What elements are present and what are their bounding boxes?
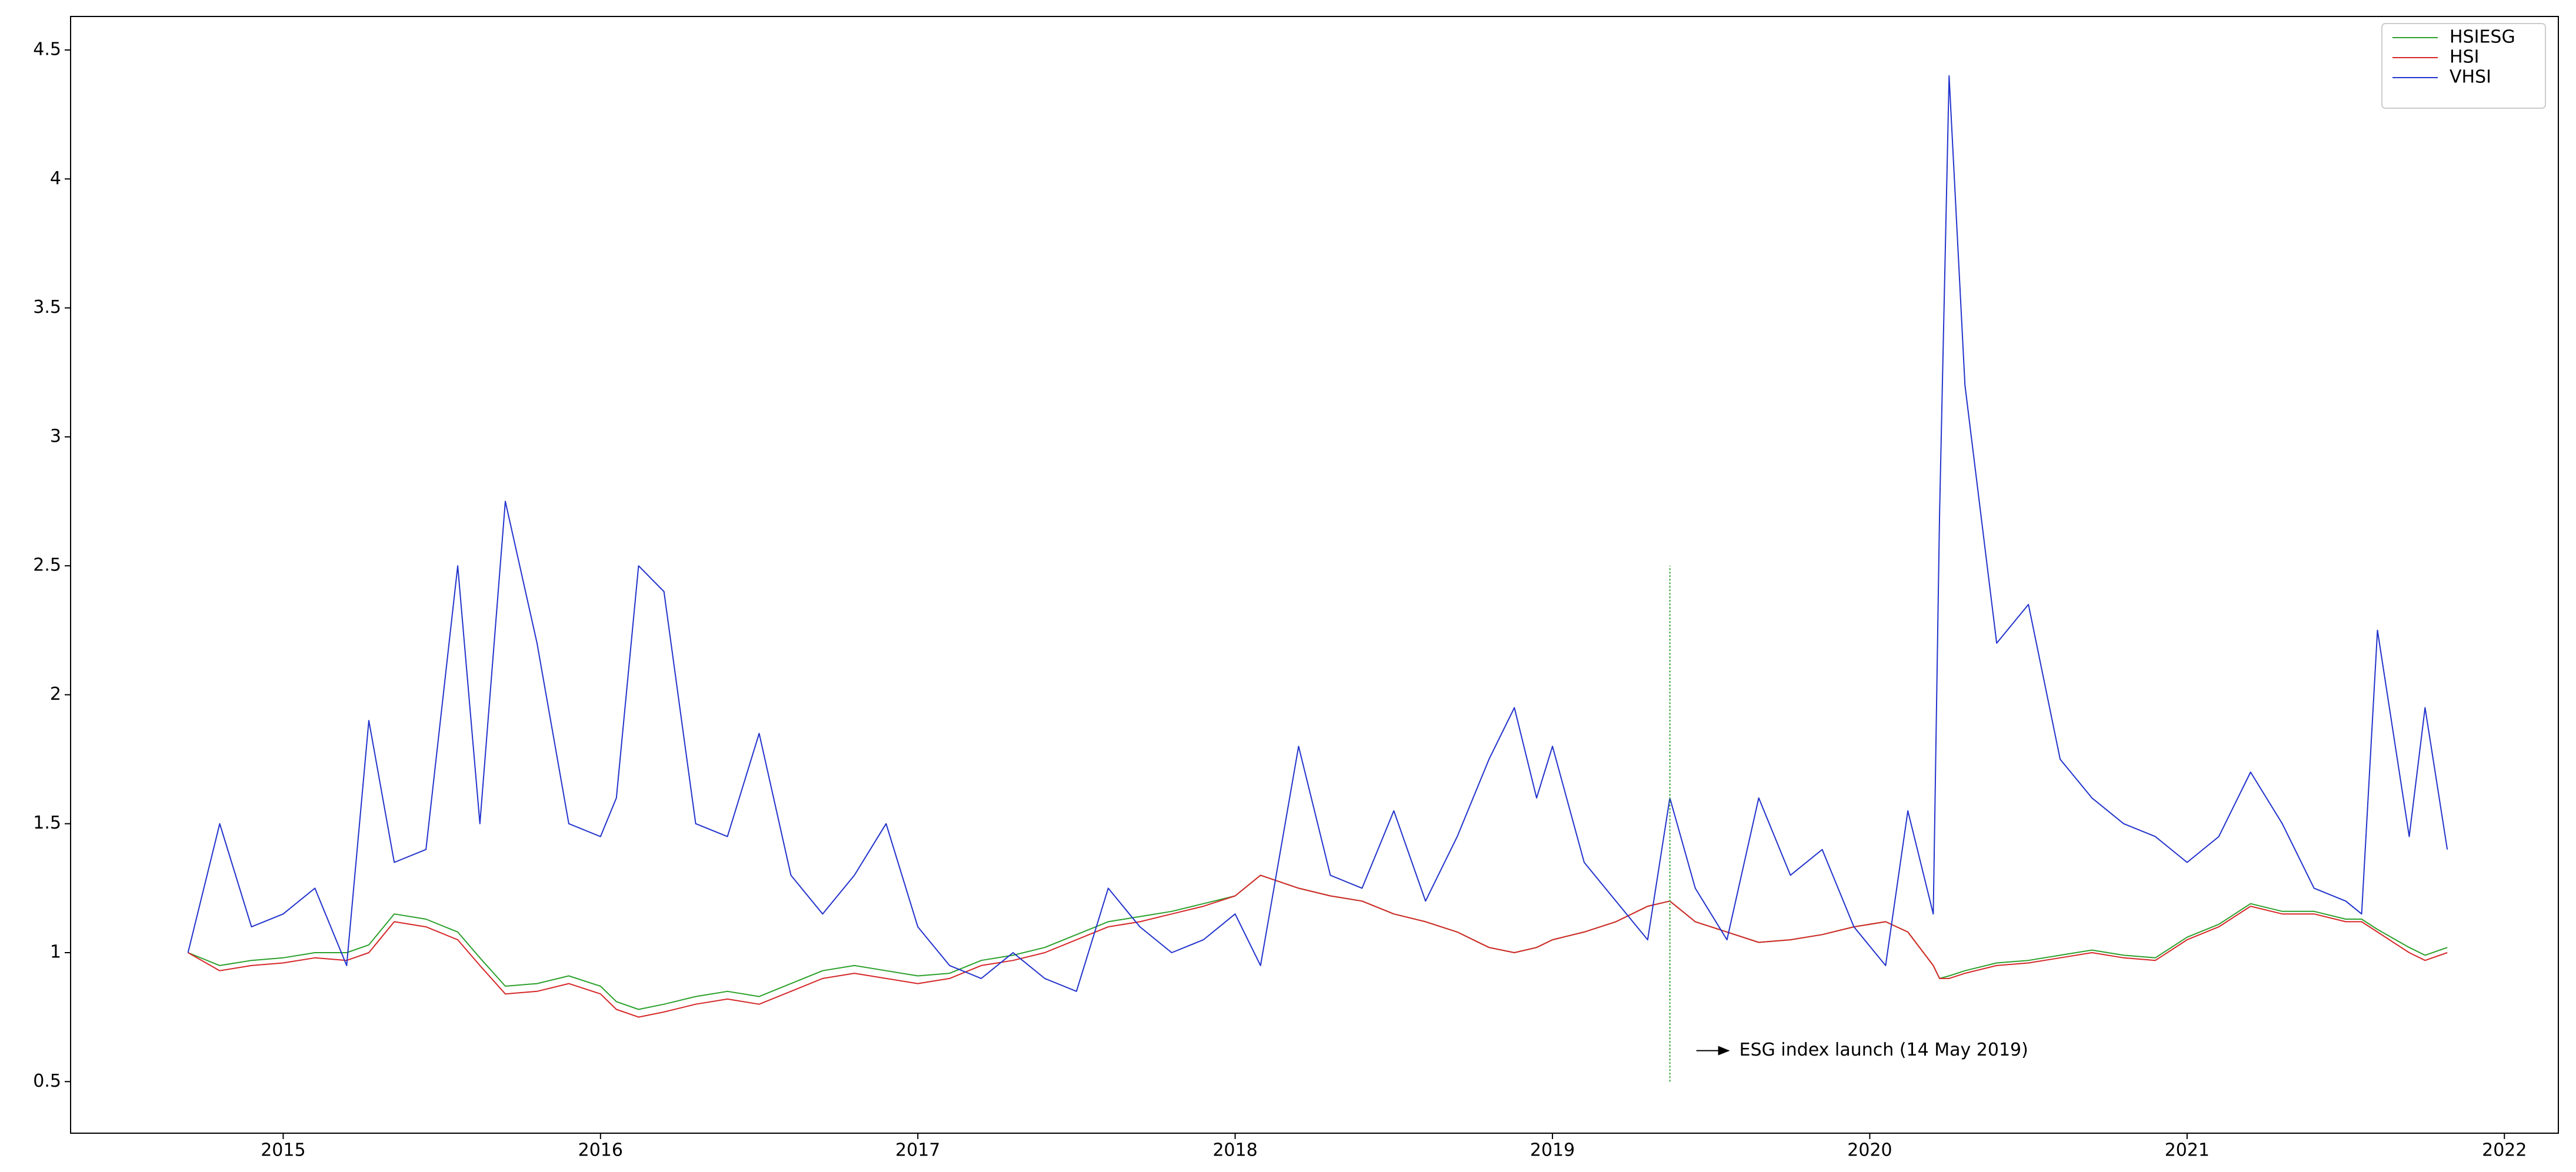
- legend-label: HSI: [2450, 47, 2479, 68]
- y-tick-label: 4: [50, 168, 61, 189]
- series-line: [188, 874, 2448, 1018]
- legend-label: VHSI: [2450, 67, 2491, 88]
- x-tick-label: 2016: [578, 1140, 623, 1161]
- y-tick-label: 3: [50, 426, 61, 446]
- y-tick-label: 2: [50, 684, 61, 704]
- y-tick-label: 0.5: [33, 1071, 61, 1091]
- x-tick-label: 2017: [895, 1140, 940, 1161]
- x-tick-label: 2018: [1212, 1140, 1257, 1161]
- series-line: [187, 75, 2448, 992]
- y-tick-label: 2.5: [33, 555, 61, 576]
- x-tick-label: 2022: [2482, 1140, 2527, 1161]
- legend-label: HSIESG: [2450, 27, 2515, 48]
- x-tick-label: 2021: [2165, 1140, 2210, 1161]
- y-tick-label: 1: [50, 942, 61, 963]
- x-tick-label: 2019: [1530, 1140, 1575, 1161]
- series-line: [188, 874, 2448, 1010]
- x-tick-label: 2015: [261, 1140, 305, 1161]
- legend-box: [2381, 23, 2546, 109]
- plot-frame: [70, 16, 2559, 1134]
- x-tick-label: 2020: [1847, 1140, 1892, 1161]
- annotation-text: ESG index launch (14 May 2019): [1739, 1040, 2028, 1060]
- y-tick-label: 3.5: [33, 297, 61, 318]
- y-tick-label: 4.5: [33, 39, 61, 60]
- y-tick-label: 1.5: [33, 813, 61, 833]
